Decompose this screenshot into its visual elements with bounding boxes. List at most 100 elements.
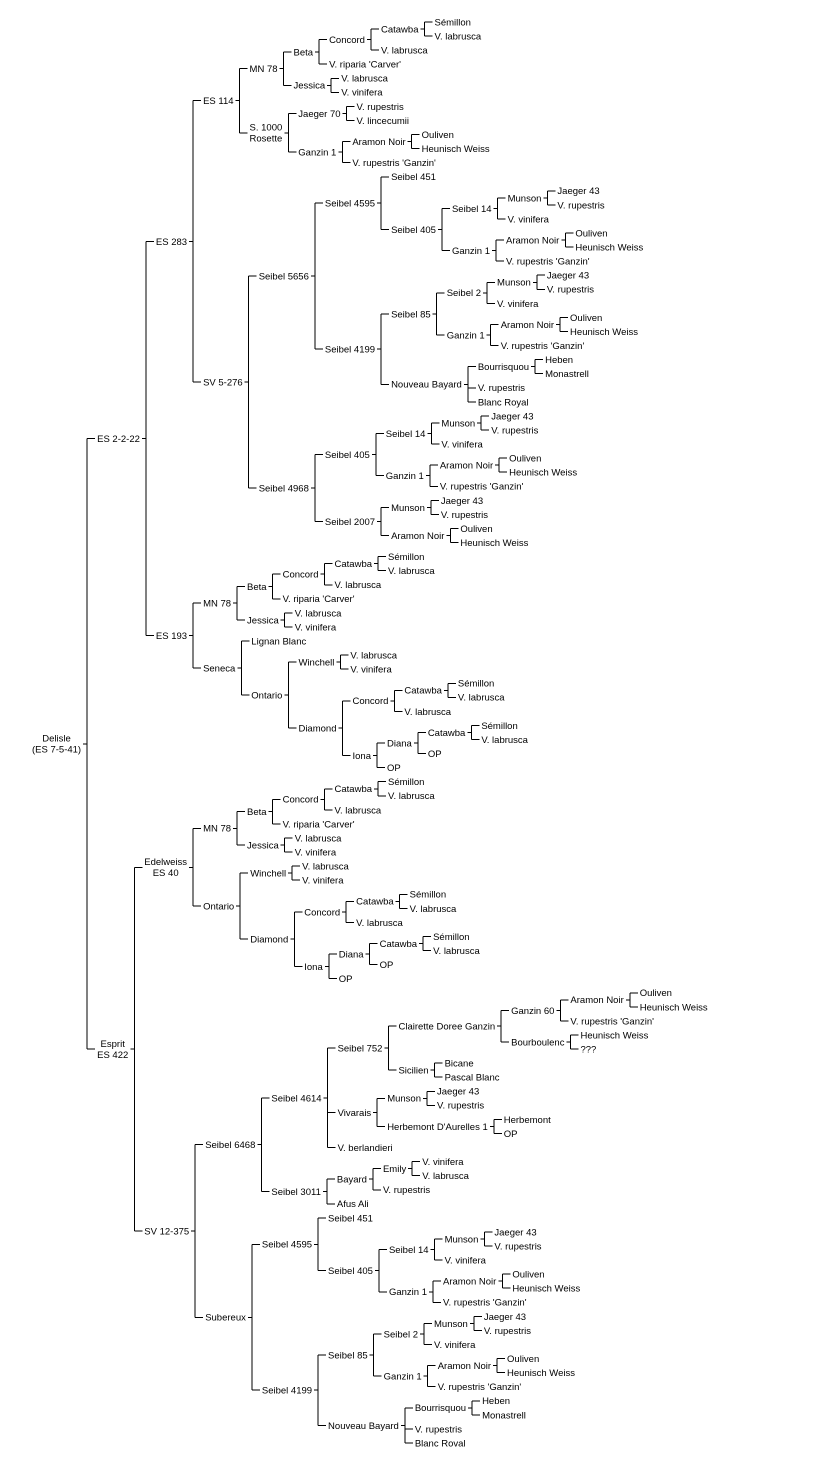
node-munson-label: Munson xyxy=(391,503,425,514)
node-diamond-label: Diamond xyxy=(250,935,288,946)
node-v-rupestris-ganzin-label: V. rupestris 'Ganzin' xyxy=(352,158,436,169)
node-seibel-4968-label: Seibel 4968 xyxy=(259,483,309,494)
node-v-rupestris-label: V. rupestris xyxy=(383,1185,430,1196)
node-seibel-4199-label: Seibel 4199 xyxy=(262,1386,312,1397)
node-iona-label: Iona xyxy=(352,751,371,762)
node-munson-label: Munson xyxy=(434,1319,468,1330)
node-heben-label: Heben xyxy=(545,355,573,366)
node-v-labrusca-label: V. labrusca xyxy=(404,707,451,718)
node-ganzin-1-label: Ganzin 1 xyxy=(447,330,485,341)
node-delisle-label2: (ES 7-5-41) xyxy=(32,745,81,756)
node-s-millon-label: Sémillon xyxy=(388,777,424,788)
node-aramon-noir-label: Aramon Noir xyxy=(352,137,405,148)
node-ouliven-label: Ouliven xyxy=(422,130,454,141)
node-op-label: OP xyxy=(380,960,394,971)
node-s-millon-label: Sémillon xyxy=(433,932,469,943)
node-bourrisquou-label: Bourrisquou xyxy=(478,362,529,373)
node-es-283-label: ES 283 xyxy=(156,237,187,248)
node-heunisch-weiss-label: Heunisch Weiss xyxy=(580,1030,648,1041)
node-concord-label: Concord xyxy=(352,696,388,707)
node-heben-label: Heben xyxy=(482,1396,510,1407)
node-seibel-6468-label: Seibel 6468 xyxy=(205,1140,255,1151)
node-sv-12-375-label: SV 12-375 xyxy=(144,1226,189,1237)
node-v-rupestris-label: V. rupestris xyxy=(357,102,404,113)
node-v-rupestris-ganzin-label: V. rupestris 'Ganzin' xyxy=(440,482,524,493)
node-seibel-85-label: Seibel 85 xyxy=(391,309,431,320)
node-munson-label: Munson xyxy=(445,1234,479,1245)
node-v-rupestris-ganzin-label: V. rupestris 'Ganzin' xyxy=(501,341,585,352)
node-heunisch-weiss-label: Heunisch Weiss xyxy=(640,1002,708,1013)
node-monastrell-label: Monastrell xyxy=(482,1410,526,1421)
node-diana-label: Diana xyxy=(387,738,413,749)
node-v-labrusca-label: V. labrusca xyxy=(341,74,388,85)
node-catawba-label: Catawba xyxy=(335,559,373,570)
node-ouliven-label: Ouliven xyxy=(575,228,607,239)
node-v-rupestris-ganzin-label: V. rupestris 'Ganzin' xyxy=(506,257,590,268)
node-v-labrusca-label: V. labrusca xyxy=(388,791,435,802)
node-blanc-roval-label: Blanc Roval xyxy=(415,1438,466,1449)
node-seibel-752-label: Seibel 752 xyxy=(338,1044,383,1055)
node-heunisch-weiss-label: Heunisch Weiss xyxy=(509,468,577,479)
node-seibel-4614-label: Seibel 4614 xyxy=(271,1093,321,1104)
node-munson-label: Munson xyxy=(508,193,542,204)
node-delisle-label: Delisle xyxy=(42,734,71,745)
node-jaeger-43-label: Jaeger 43 xyxy=(494,1227,536,1238)
node-v-vinifera-label: V. vinifera xyxy=(445,1255,487,1266)
node-op-label: OP xyxy=(428,749,442,760)
node-aramon-noir-label: Aramon Noir xyxy=(440,461,493,472)
node-ganzin-1-label: Ganzin 1 xyxy=(386,471,424,482)
node-v-rupestris-label: V. rupestris xyxy=(491,425,538,436)
node-es-2-2-22-label: ES 2-2-22 xyxy=(97,434,140,445)
node-v-vinifera-label: V. vinifera xyxy=(341,88,383,99)
node-ouliven-label: Ouliven xyxy=(640,988,672,999)
node-v-riparia-carver-label: V. riparia 'Carver' xyxy=(329,60,401,71)
node-ontario-label: Ontario xyxy=(251,691,282,702)
node-seibel-14-label: Seibel 14 xyxy=(386,429,426,440)
node-winchell-label: Winchell xyxy=(250,869,286,880)
node-aramon-noir-label: Aramon Noir xyxy=(438,1361,491,1372)
node-edelweiss-label: Edelweiss xyxy=(144,857,187,868)
node-v-labrusca-label: V. labrusca xyxy=(295,608,342,619)
node-seibel-405-label: Seibel 405 xyxy=(325,450,370,461)
node-v-vinifera-label: V. vinifera xyxy=(302,876,344,887)
node-beta-label: Beta xyxy=(247,582,267,593)
node-jessica-label: Jessica xyxy=(294,81,326,92)
node-monastrell-label: Monastrell xyxy=(545,369,589,380)
node-seibel-2-label: Seibel 2 xyxy=(447,288,481,299)
node-seibel-2007-label: Seibel 2007 xyxy=(325,517,375,528)
node-jaeger-43-label: Jaeger 43 xyxy=(441,496,483,507)
node-catawba-label: Catawba xyxy=(381,24,419,35)
node-v-labrusca-label: V. labrusca xyxy=(422,1171,469,1182)
node-seibel-405-label: Seibel 405 xyxy=(328,1266,373,1277)
node-v-vinifera-label: V. vinifera xyxy=(434,1340,476,1351)
node-seibel-3011-label: Seibel 3011 xyxy=(271,1187,320,1198)
node-v-rupestris-label: V. rupestris xyxy=(547,285,594,296)
node-jessica-label: Jessica xyxy=(247,615,279,626)
node-v-labrusca-label: V. labrusca xyxy=(335,580,382,591)
node-es-193-label: ES 193 xyxy=(156,631,187,642)
node-herbemont-d-aurelles-1-label: Herbemont D'Aurelles 1 xyxy=(387,1122,488,1133)
node-v-vinifera-label: V. vinifera xyxy=(422,1157,464,1168)
node-winchell-label: Winchell xyxy=(298,658,334,669)
node-v-rupestris-ganzin-label: V. rupestris 'Ganzin' xyxy=(438,1382,522,1393)
node-seibel-451-label: Seibel 451 xyxy=(391,172,436,183)
node-edelweiss-label2: ES 40 xyxy=(153,868,179,879)
node-v-vinifera-label: V. vinifera xyxy=(497,299,539,310)
node-beta-label: Beta xyxy=(247,807,267,818)
node-ouliven-label: Ouliven xyxy=(507,1354,539,1365)
node-v-vinifera-label: V. vinifera xyxy=(350,665,392,676)
node-jaeger-43-label: Jaeger 43 xyxy=(557,186,599,197)
node-seibel-4595-label: Seibel 4595 xyxy=(262,1240,312,1251)
node-seibel-405-label: Seibel 405 xyxy=(391,225,436,236)
node-v-riparia-carver-label: V. riparia 'Carver' xyxy=(283,819,355,830)
node-v-rupestris-ganzin-label: V. rupestris 'Ganzin' xyxy=(570,1016,654,1027)
node-ouliven-label: Ouliven xyxy=(509,454,541,465)
node-ganzin-1-label: Ganzin 1 xyxy=(389,1287,427,1298)
node-v-labrusca-label: V. labrusca xyxy=(381,46,428,57)
node-v-rupestris-label: V. rupestris xyxy=(441,510,488,521)
node-heunisch-weiss-label: Heunisch Weiss xyxy=(460,538,528,549)
node-v-labrusca-label: V. labrusca xyxy=(481,735,528,746)
node-nouveau-bayard-label: Nouveau Bayard xyxy=(391,380,462,391)
node-aramon-noir-label: Aramon Noir xyxy=(443,1277,496,1288)
